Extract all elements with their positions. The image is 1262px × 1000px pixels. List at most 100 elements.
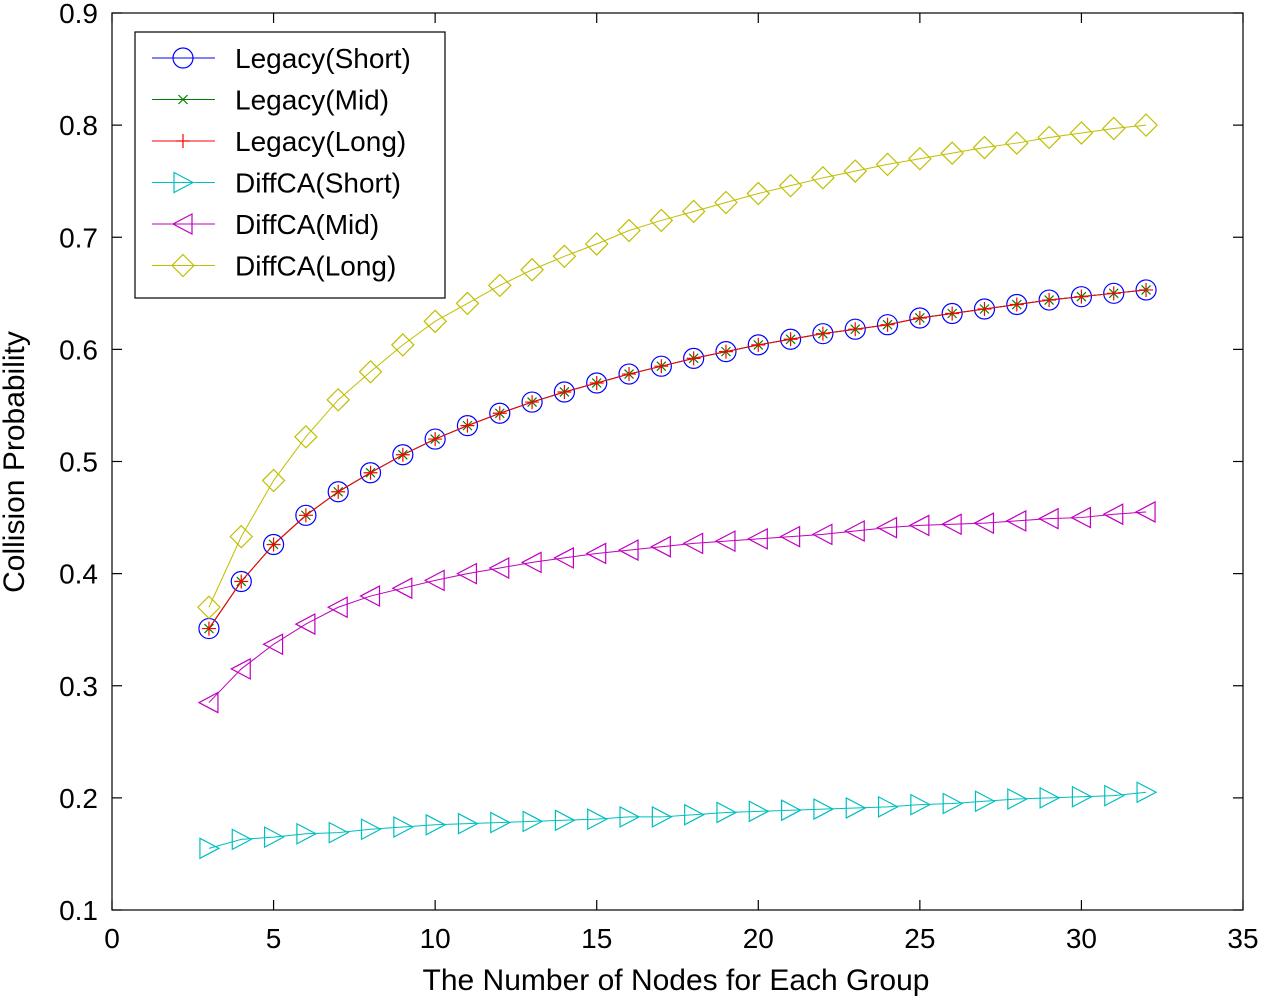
data-point: [751, 337, 766, 352]
x-tick-label: 30: [1066, 923, 1097, 954]
legend-label: DiffCA(Long): [235, 251, 396, 282]
data-point: [654, 359, 669, 374]
legend: Legacy(Short) Legacy(Mid) Legacy(Long) Diff…: [134, 31, 446, 299]
data-point: [683, 347, 705, 369]
data-point: [294, 424, 318, 449]
y-tick-label: 0.1: [59, 895, 98, 926]
data-point: [1038, 289, 1060, 311]
legend-item: DiffCA(Short): [152, 168, 401, 199]
legend-marker: [173, 171, 195, 194]
data-point: [296, 822, 318, 845]
data-point: [813, 798, 835, 821]
data-point: [1070, 286, 1093, 308]
data-point: [328, 821, 350, 844]
data-point: [391, 577, 413, 600]
data-point: [263, 826, 285, 849]
legend-label: Legacy(Short): [235, 43, 411, 74]
data-point: [488, 557, 510, 580]
data-point: [783, 332, 798, 347]
data-point: [714, 190, 738, 215]
legend-item: DiffCA(Mid): [152, 209, 379, 240]
data-point: [681, 199, 706, 224]
data-point: [360, 818, 382, 841]
data-point: [1004, 131, 1029, 155]
legend-item: DiffCA(Long): [152, 251, 396, 282]
data-point: [363, 465, 378, 480]
data-point: [848, 322, 863, 337]
data-point: [1005, 509, 1027, 532]
legend-label: Legacy(Long): [235, 126, 406, 157]
data-point: [781, 799, 802, 822]
data-point: [651, 805, 673, 828]
data-point: [974, 790, 996, 813]
data-point: [649, 208, 674, 233]
series-line: [208, 124, 1147, 608]
data-point: [455, 291, 480, 316]
data-point: [557, 384, 572, 399]
data-point: [880, 317, 895, 332]
data-point: [779, 525, 801, 548]
legend-marker: [171, 213, 193, 235]
data-point: [359, 585, 381, 608]
series-line: [208, 289, 1147, 629]
data-point: [940, 513, 962, 536]
data-point: [1106, 286, 1121, 301]
data-point: [392, 444, 414, 466]
data-point: [553, 381, 576, 403]
data-point: [877, 795, 899, 818]
data-point: [521, 391, 543, 413]
data-point: [779, 328, 802, 350]
data-point: [428, 432, 443, 447]
data-point: [201, 621, 216, 636]
data-point: [875, 152, 900, 177]
data-point: [618, 363, 640, 385]
data-point: [395, 447, 410, 462]
data-point: [1070, 506, 1092, 529]
data-point: [1042, 293, 1057, 308]
data-point: [266, 537, 281, 552]
data-point: [811, 165, 835, 190]
x-tick-label: 25: [904, 923, 935, 954]
data-point: [456, 562, 478, 585]
series-legacy-long: [201, 282, 1154, 636]
data-point: [585, 542, 607, 565]
data-point: [487, 273, 512, 298]
y-tick-label: 0.2: [59, 783, 98, 814]
data-point: [456, 415, 479, 437]
data-point: [1103, 282, 1125, 304]
data-point: [298, 508, 313, 523]
data-point: [912, 310, 927, 325]
data-point: [1134, 113, 1158, 137]
data-point: [714, 530, 736, 553]
data-point: [845, 796, 867, 819]
data-point: [940, 141, 965, 166]
data-point: [492, 406, 507, 421]
data-point: [973, 298, 996, 320]
data-point: [650, 535, 671, 558]
series-diffca-long: [197, 113, 1158, 620]
legend-marker: [176, 134, 190, 148]
data-point: [490, 811, 512, 834]
data-point: [489, 402, 511, 424]
data-point: [619, 805, 641, 828]
data-point: [390, 333, 415, 357]
data-point: [294, 613, 316, 636]
data-point: [941, 302, 963, 325]
y-tick-label: 0.7: [59, 222, 98, 253]
data-point: [589, 376, 604, 391]
y-tick-label: 0.3: [59, 671, 98, 702]
data-point: [331, 484, 346, 499]
data-point: [1006, 293, 1028, 316]
data-point: [778, 173, 803, 198]
data-point: [197, 595, 221, 620]
data-point: [553, 546, 574, 569]
legend-item: Legacy(Mid): [152, 85, 389, 116]
y-tick-label: 0.9: [59, 0, 98, 29]
data-point: [261, 468, 286, 493]
data-point: [552, 244, 577, 269]
data-point: [229, 524, 254, 549]
data-point: [520, 257, 544, 282]
data-point: [327, 481, 349, 503]
x-tick-label: 0: [104, 923, 120, 954]
data-point: [617, 539, 639, 562]
